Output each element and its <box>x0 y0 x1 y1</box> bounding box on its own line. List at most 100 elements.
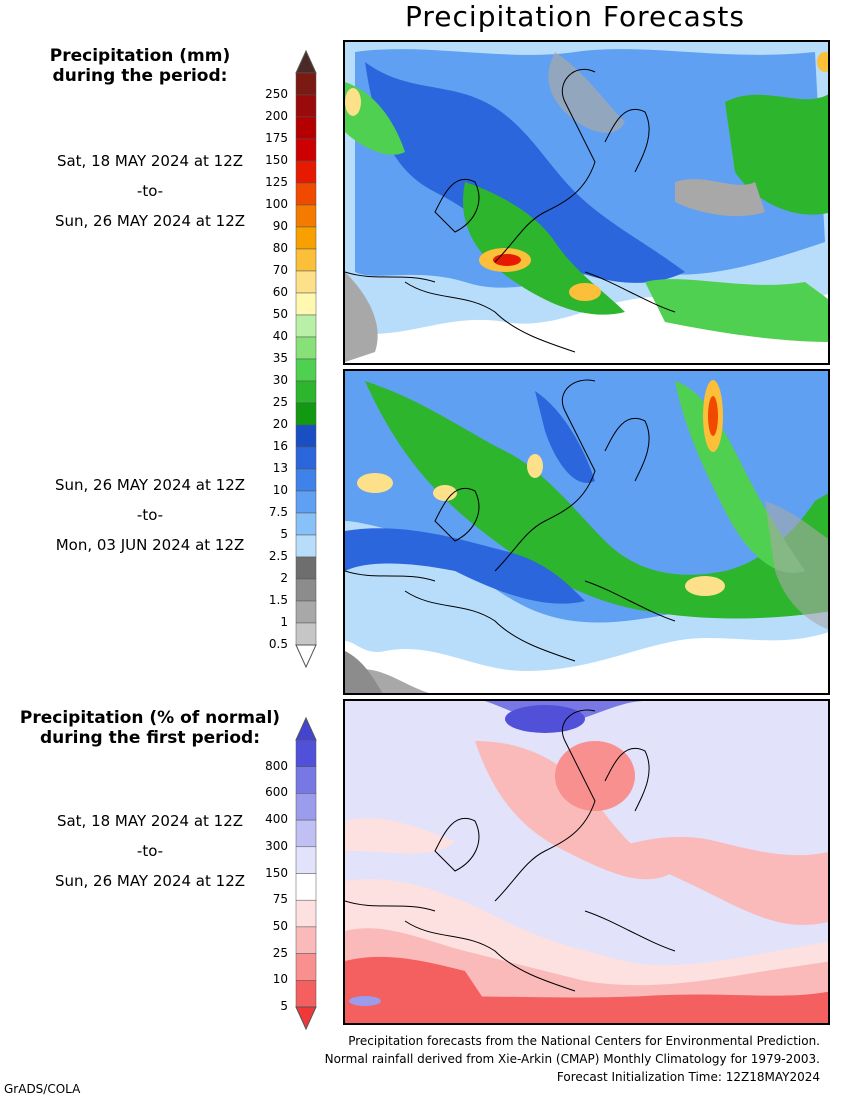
mm-colorbar-tick-label: 50 <box>272 307 288 321</box>
pct-colorbar-tick-label: 10 <box>272 972 288 987</box>
pct-colorbar-tick-label: 300 <box>265 838 288 853</box>
precip-map-period2 <box>345 371 828 693</box>
pct-colorbar-tick-label: 5 <box>280 999 288 1013</box>
mm-colorbar-tick-label: 100 <box>265 197 288 211</box>
mm-colorbar-swatch <box>295 226 317 250</box>
period1-sep: -to- <box>136 182 164 200</box>
mm-colorbar-bottom-arrow <box>295 644 317 669</box>
mm-colorbar-tick-label: 25 <box>272 395 288 409</box>
map-panel-period1 <box>343 40 830 365</box>
mm-colorbar-tick-label: 200 <box>265 109 288 123</box>
credit-label: GrADS/COLA <box>4 1082 81 1096</box>
mm-legend-header-line2: during the period: <box>52 66 228 86</box>
mm-legend-header-line1: Precipitation (mm) <box>49 46 231 66</box>
pct-colorbar-swatch <box>295 739 317 767</box>
mm-colorbar-tick-label: 125 <box>265 175 288 189</box>
mm-colorbar-swatch <box>295 468 317 492</box>
period3-to: Sun, 26 MAY 2024 at 12Z <box>54 872 246 890</box>
mm-colorbar-swatch <box>295 556 317 580</box>
period2-sep: -to- <box>136 506 164 524</box>
mm-colorbar-swatch <box>295 160 317 184</box>
pct-colorbar-swatch <box>295 793 317 821</box>
page-title: Precipitation Forecasts <box>405 0 745 33</box>
mm-colorbar-tick-label: 70 <box>272 263 288 277</box>
mm-colorbar-tick-label: 10 <box>272 483 288 497</box>
pct-colorbar-swatch <box>295 846 317 874</box>
pct-colorbar-svg <box>295 716 317 1031</box>
mm-colorbar-swatch <box>295 446 317 470</box>
pct-legend-header: Precipitation (% of normal) during the f… <box>10 708 290 748</box>
period1-text: Sat, 18 MAY 2024 at 12Z -to- Sun, 26 MAY… <box>30 146 270 236</box>
mm-colorbar-tick-label: 150 <box>265 153 288 167</box>
mm-colorbar-tick-label: 5 <box>280 527 288 541</box>
pct-colorbar-tick-label: 25 <box>272 945 288 960</box>
pct-colorbar-swatch <box>295 873 317 901</box>
mm-colorbar-swatch <box>295 72 317 96</box>
period3-text: Sat, 18 MAY 2024 at 12Z -to- Sun, 26 MAY… <box>30 806 270 896</box>
mm-colorbar-tick-label: 60 <box>272 285 288 299</box>
pct-colorbar-swatch <box>295 926 317 954</box>
mm-colorbar-tick-label: 16 <box>272 439 288 453</box>
mm-colorbar-tick-label: 30 <box>272 373 288 387</box>
pct-colorbar-swatch <box>295 766 317 794</box>
map-panel-period2 <box>343 369 830 695</box>
mm-colorbar-tick-label: 1 <box>280 615 288 629</box>
pct-colorbar-tick-label: 800 <box>265 758 288 773</box>
mm-colorbar-swatch <box>295 424 317 448</box>
period3-sep: -to- <box>136 842 164 860</box>
period3-from: Sat, 18 MAY 2024 at 12Z <box>56 812 244 830</box>
mm-colorbar-swatch <box>295 270 317 294</box>
mm-colorbar-swatch <box>295 248 317 272</box>
period2-from: Sun, 26 MAY 2024 at 12Z <box>54 476 246 494</box>
mm-colorbar-swatch <box>295 578 317 602</box>
pct-colorbar-swatch <box>295 819 317 848</box>
precip-map-period1 <box>345 42 828 363</box>
footer-line3: Forecast Initialization Time: 12Z18MAY20… <box>556 1070 820 1084</box>
mm-colorbar-tick-label: 2 <box>280 571 288 585</box>
pct-colorbar-tick-label: 600 <box>265 785 288 800</box>
mm-colorbar-swatch <box>295 534 317 558</box>
pct-colorbar-swatch <box>295 980 317 1008</box>
pct-colorbar-swatch <box>295 899 317 928</box>
percent-normal-map <box>345 701 828 1023</box>
footer-line1: Precipitation forecasts from the Nationa… <box>348 1034 820 1048</box>
mm-colorbar-swatch <box>295 182 317 206</box>
mm-colorbar-swatch <box>295 292 317 316</box>
mm-colorbar-tick-label: 7.5 <box>268 505 288 519</box>
pct-colorbar-tick-label: 50 <box>272 918 288 933</box>
mm-colorbar-swatch <box>295 116 317 140</box>
period2-text: Sun, 26 MAY 2024 at 12Z -to- Mon, 03 JUN… <box>30 470 270 560</box>
mm-colorbar-swatch <box>295 622 317 646</box>
mm-colorbar-swatch <box>295 380 317 404</box>
mm-colorbar-tick-label: 13 <box>272 461 288 475</box>
pct-colorbar-bottom-arrow <box>295 1006 317 1031</box>
mm-colorbar-tick-label: 90 <box>272 219 288 233</box>
mm-colorbar-swatch <box>295 402 317 426</box>
mm-colorbar-swatch <box>295 94 317 118</box>
period1-from: Sat, 18 MAY 2024 at 12Z <box>56 152 244 170</box>
footer-line2: Normal rainfall derived from Xie-Arkin (… <box>324 1052 820 1066</box>
mm-colorbar-tick-label: 2.5 <box>268 549 288 563</box>
mm-colorbar-swatch <box>295 490 317 514</box>
mm-legend-header: Precipitation (mm) during the period: <box>20 46 260 86</box>
mm-colorbar-top-arrow <box>295 49 317 74</box>
mm-colorbar-tick-label: 0.5 <box>268 637 288 651</box>
mm-colorbar-swatch <box>295 336 317 360</box>
mm-colorbar-tick-label: 1.5 <box>268 593 288 607</box>
pct-legend-header-line1: Precipitation (% of normal) <box>19 708 281 728</box>
pct-colorbar-tick-label: 400 <box>265 812 288 827</box>
period2-to: Mon, 03 JUN 2024 at 12Z <box>55 536 245 554</box>
mm-colorbar-tick-label: 175 <box>265 131 288 145</box>
footer-notes: Precipitation forecasts from the Nationa… <box>325 1032 820 1086</box>
mm-colorbar-swatch <box>295 314 317 338</box>
pct-colorbar-tick-label: 75 <box>272 892 288 907</box>
map-panel-percent-normal <box>343 699 830 1025</box>
mm-colorbar-swatch <box>295 204 317 228</box>
mm-colorbar-tick-label: 250 <box>265 87 288 101</box>
pct-colorbar-tick-label: 150 <box>265 865 288 880</box>
pct-legend-header-line2: during the first period: <box>39 728 261 748</box>
mm-colorbar-swatch <box>295 358 317 382</box>
mm-colorbar-svg <box>295 49 317 669</box>
mm-colorbar-tick-label: 40 <box>272 329 288 343</box>
mm-colorbar-tick-label: 35 <box>272 351 288 365</box>
